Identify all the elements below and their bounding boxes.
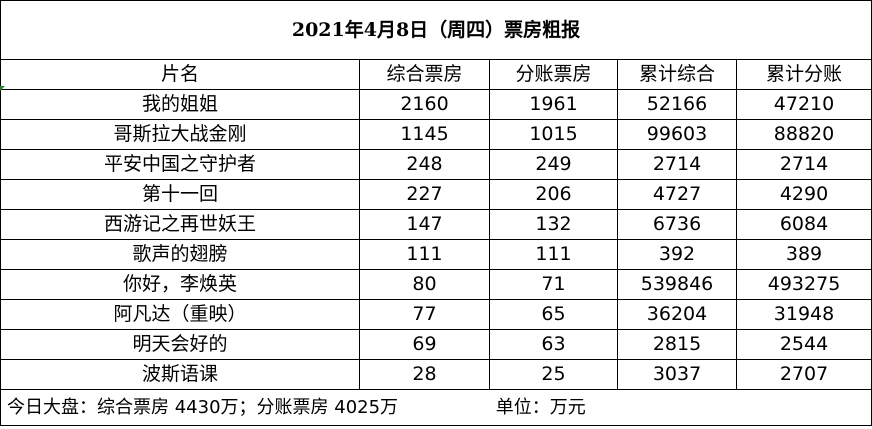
cumulative-total-cell: 2815	[617, 329, 737, 360]
column-header-cumulative-split: 累计分账	[735, 59, 872, 90]
split-box-office-cell: 132	[489, 209, 618, 240]
cumulative-total-cell: 3037	[617, 359, 737, 390]
total-box-office-cell: 147	[359, 209, 490, 240]
table-row: 哥斯拉大战金刚 1145 1015 99603 88820	[0, 119, 872, 150]
table-row: 西游记之再世妖王 147 132 6736 6084	[0, 209, 872, 240]
table-row: 波斯语课 28 25 3037 2707	[0, 359, 872, 390]
total-box-office-cell: 248	[359, 149, 490, 180]
market-summary: 今日大盘：综合票房 4430万；分账票房 4025万	[7, 396, 399, 418]
film-name-cell: 波斯语课	[0, 359, 360, 390]
total-box-office-cell: 28	[359, 359, 490, 390]
cumulative-total-cell: 6736	[617, 209, 737, 240]
table-row: 明天会好的 69 63 2815 2544	[0, 329, 872, 360]
header-row: 片名 综合票房 分账票房 累计综合 累计分账	[0, 59, 872, 90]
cumulative-total-cell: 52166	[617, 89, 737, 120]
film-name-cell: 平安中国之守护者	[0, 149, 360, 180]
unit-note: 单位：万元	[495, 396, 586, 418]
cumulative-split-cell: 2544	[735, 329, 872, 360]
cumulative-split-cell: 88820	[735, 119, 872, 150]
table-row: 我的姐姐 2160 1961 52166 47210	[0, 89, 872, 120]
film-name-cell: 我的姐姐	[0, 89, 360, 120]
film-name-cell: 阿凡达（重映）	[0, 299, 360, 330]
cell-comment-marker	[0, 86, 5, 91]
film-name-cell: 明天会好的	[0, 329, 360, 360]
film-name-cell: 歌声的翅膀	[0, 239, 360, 270]
split-box-office-cell: 65	[489, 299, 618, 330]
cumulative-total-cell: 99603	[617, 119, 737, 150]
split-box-office-cell: 63	[489, 329, 618, 360]
cumulative-split-cell: 31948	[735, 299, 872, 330]
film-name-cell: 西游记之再世妖王	[0, 209, 360, 240]
cumulative-split-cell: 47210	[735, 89, 872, 120]
split-box-office-cell: 1015	[489, 119, 618, 150]
cumulative-split-cell: 2714	[735, 149, 872, 180]
total-box-office-cell: 1145	[359, 119, 490, 150]
split-box-office-cell: 111	[489, 239, 618, 270]
split-box-office-cell: 206	[489, 179, 618, 210]
cumulative-split-cell: 493275	[735, 269, 872, 300]
table-row: 阿凡达（重映） 77 65 36204 31948	[0, 299, 872, 330]
split-box-office-cell: 71	[489, 269, 618, 300]
column-header-split-box-office: 分账票房	[489, 59, 618, 90]
cumulative-total-cell: 392	[617, 239, 737, 270]
cumulative-total-cell: 539846	[617, 269, 737, 300]
cumulative-split-cell: 6084	[735, 209, 872, 240]
total-box-office-cell: 77	[359, 299, 490, 330]
column-header-film: 片名	[0, 59, 360, 90]
column-header-cumulative-total: 累计综合	[617, 59, 737, 90]
footer-row: 今日大盘：综合票房 4430万；分账票房 4025万 单位：万元	[0, 389, 872, 426]
column-header-total-box-office: 综合票房	[359, 59, 490, 90]
total-box-office-cell: 69	[359, 329, 490, 360]
cumulative-total-cell: 36204	[617, 299, 737, 330]
report-title: 2021年4月8日（周四）票房粗报	[0, 0, 872, 60]
table-row: 第十一回 227 206 4727 4290	[0, 179, 872, 210]
split-box-office-cell: 25	[489, 359, 618, 390]
film-name-cell: 第十一回	[0, 179, 360, 210]
total-box-office-cell: 2160	[359, 89, 490, 120]
split-box-office-cell: 1961	[489, 89, 618, 120]
cumulative-split-cell: 389	[735, 239, 872, 270]
cumulative-total-cell: 2714	[617, 149, 737, 180]
film-name-cell: 哥斯拉大战金刚	[0, 119, 360, 150]
cumulative-split-cell: 4290	[735, 179, 872, 210]
split-box-office-cell: 249	[489, 149, 618, 180]
table-row: 歌声的翅膀 111 111 392 389	[0, 239, 872, 270]
table-row: 你好，李焕英 80 71 539846 493275	[0, 269, 872, 300]
film-name-cell: 你好，李焕英	[0, 269, 360, 300]
total-box-office-cell: 80	[359, 269, 490, 300]
total-box-office-cell: 227	[359, 179, 490, 210]
total-box-office-cell: 111	[359, 239, 490, 270]
cumulative-total-cell: 4727	[617, 179, 737, 210]
cumulative-split-cell: 2707	[735, 359, 872, 390]
table-row: 平安中国之守护者 248 249 2714 2714	[0, 149, 872, 180]
